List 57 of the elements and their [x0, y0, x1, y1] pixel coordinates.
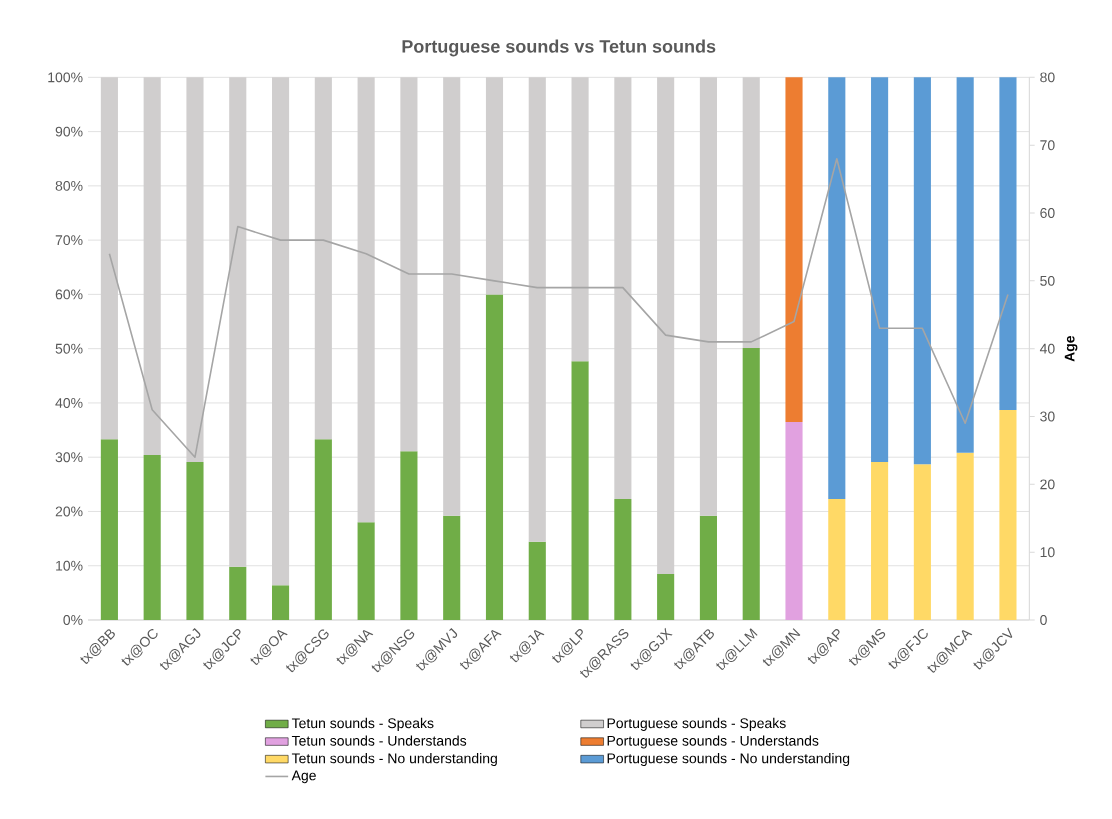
bar	[657, 574, 675, 621]
y2-tick-label: 10	[1040, 547, 1055, 558]
bar	[828, 499, 846, 621]
y-tick-label: 30%	[55, 452, 83, 463]
y2-tick-label: 20	[1040, 479, 1055, 490]
legend-label: Tetun sounds - No understanding	[291, 753, 497, 767]
y-tick-label: 100%	[48, 72, 83, 83]
bar	[871, 462, 889, 621]
bar	[956, 77, 974, 454]
bar	[314, 439, 332, 621]
y-tick-label: 20%	[55, 506, 83, 517]
y-tick-label: 50%	[55, 343, 83, 354]
legend-label: Age	[291, 770, 316, 784]
bar	[999, 77, 1017, 411]
bar	[828, 77, 846, 500]
bar	[999, 410, 1017, 621]
legend-label: Portuguese sounds - Understands	[607, 735, 819, 749]
bar	[871, 77, 889, 463]
y2-tick-label: 60	[1040, 208, 1055, 219]
legend-label: Tetun sounds - Speaks	[291, 718, 434, 732]
y-tick-label: 0%	[63, 615, 83, 626]
bar	[528, 542, 546, 621]
bar	[100, 439, 118, 621]
legend-label: Portuguese sounds - No understanding	[607, 753, 850, 767]
y-tick-label: 60%	[55, 289, 83, 300]
y-tick-label: 10%	[56, 560, 83, 571]
legend-label: Portuguese sounds - Speaks	[607, 718, 786, 732]
y-tick-label: 40%	[55, 398, 83, 409]
bar	[571, 361, 589, 621]
bar	[143, 455, 161, 621]
y2-axis-title: Age	[1064, 336, 1078, 362]
bar	[229, 566, 247, 621]
y2-tick-label: 0	[1040, 615, 1047, 626]
y2-tick-label: 80	[1040, 72, 1055, 83]
y2-tick-label: 50	[1040, 276, 1055, 286]
bar	[956, 453, 974, 621]
bar	[485, 294, 504, 621]
y2-tick-label: 30	[1040, 411, 1055, 422]
bar	[271, 585, 290, 621]
y-tick-label: 80%	[55, 181, 83, 191]
bar	[357, 522, 375, 621]
legend-label: Tetun sounds - Understands	[291, 735, 467, 746]
y-tick-label: 70%	[55, 235, 83, 246]
bar	[699, 515, 717, 621]
bar	[785, 77, 803, 423]
y-tick-label: 90%	[55, 126, 83, 137]
bar	[614, 499, 632, 621]
bar	[443, 515, 461, 621]
y2-tick-label: 70	[1040, 140, 1055, 151]
bar	[186, 462, 204, 621]
bar	[913, 464, 931, 621]
bar	[913, 77, 931, 465]
chart-title: Portuguese sounds vs Tetun sounds	[402, 39, 716, 57]
bar	[785, 422, 803, 621]
bar	[742, 348, 760, 621]
y2-tick-label: 40	[1039, 343, 1055, 354]
bar	[400, 451, 418, 621]
